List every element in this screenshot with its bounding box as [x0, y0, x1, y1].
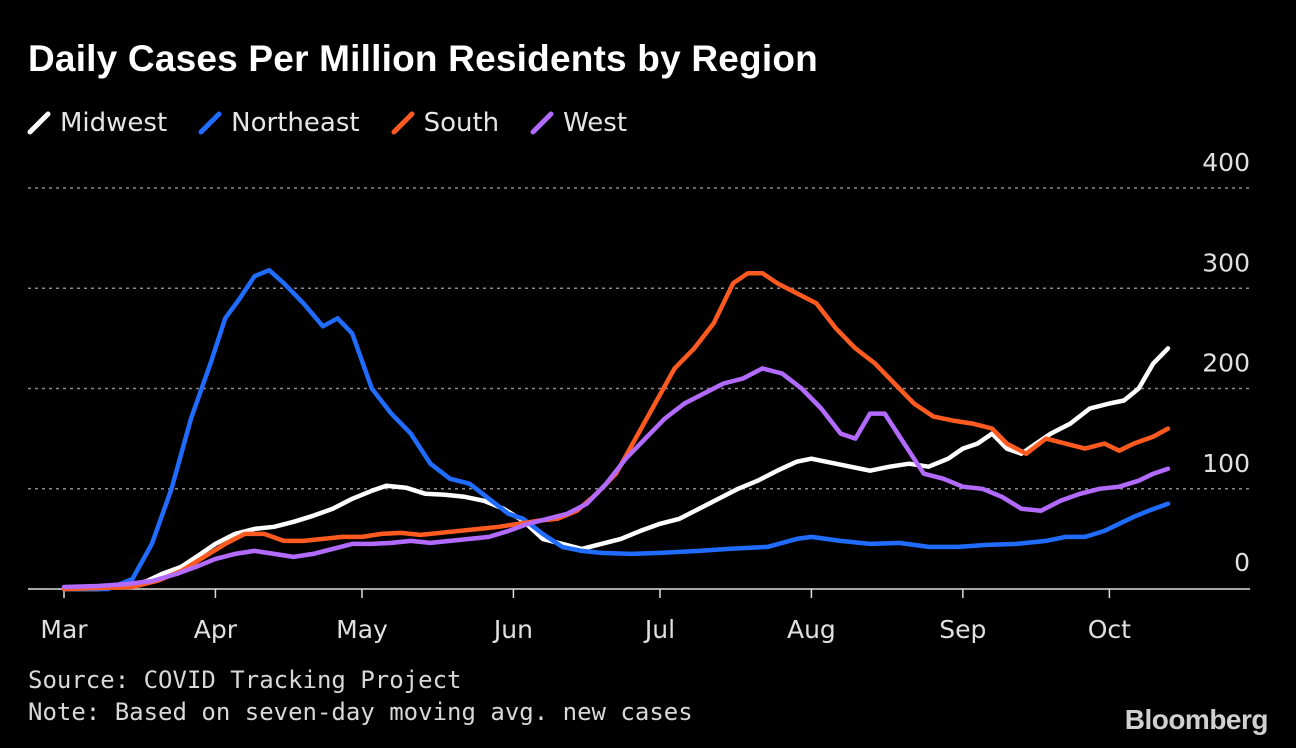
x-tick-label-may: May	[336, 615, 388, 644]
y-tick-label-300: 300	[1202, 248, 1250, 277]
legend-label-northeast: Northeast	[231, 108, 360, 138]
legend-item-west: West	[529, 108, 627, 138]
legend-item-south: South	[390, 108, 500, 138]
x-tick-label-aug: Aug	[787, 615, 836, 644]
chart-title: Daily Cases Per Million Residents by Reg…	[28, 38, 818, 79]
legend-item-midwest: Midwest	[26, 108, 167, 138]
series-line-midwest	[61, 346, 1171, 592]
source-note: Source: COVID Tracking Project	[28, 666, 462, 694]
legend-label-south: South	[423, 108, 500, 138]
x-tick-label-jun: Jun	[492, 615, 533, 644]
series-line-south	[61, 270, 1171, 592]
series-line-west	[61, 366, 1171, 590]
legend-swatch-midwest	[27, 111, 51, 135]
x-tick-label-sep: Sep	[939, 615, 986, 644]
legend-swatch-northeast	[198, 111, 222, 135]
x-tick-label-mar: Mar	[40, 615, 88, 644]
methodology-note: Note: Based on seven-day moving avg. new…	[28, 698, 693, 726]
legend-label-midwest: Midwest	[60, 108, 168, 138]
legend-label-west: West	[563, 108, 628, 138]
x-tick-label-oct: Oct	[1088, 615, 1131, 644]
y-tick-label-400: 400	[1202, 148, 1250, 177]
y-tick-label-200: 200	[1202, 349, 1250, 378]
legend: Midwest Northeast South West	[26, 108, 627, 138]
bloomberg-logo: Bloomberg	[1124, 704, 1269, 735]
y-tick-label-100: 100	[1202, 449, 1250, 478]
legend-swatch-south	[391, 111, 415, 135]
y-tick-label-0: 0	[1234, 548, 1250, 577]
legend-item-northeast: Northeast	[197, 108, 360, 138]
series-line-northeast	[61, 267, 1171, 592]
legend-swatch-west	[530, 111, 554, 135]
x-tick-label-jul: Jul	[643, 615, 675, 644]
x-tick-label-apr: Apr	[194, 615, 238, 644]
